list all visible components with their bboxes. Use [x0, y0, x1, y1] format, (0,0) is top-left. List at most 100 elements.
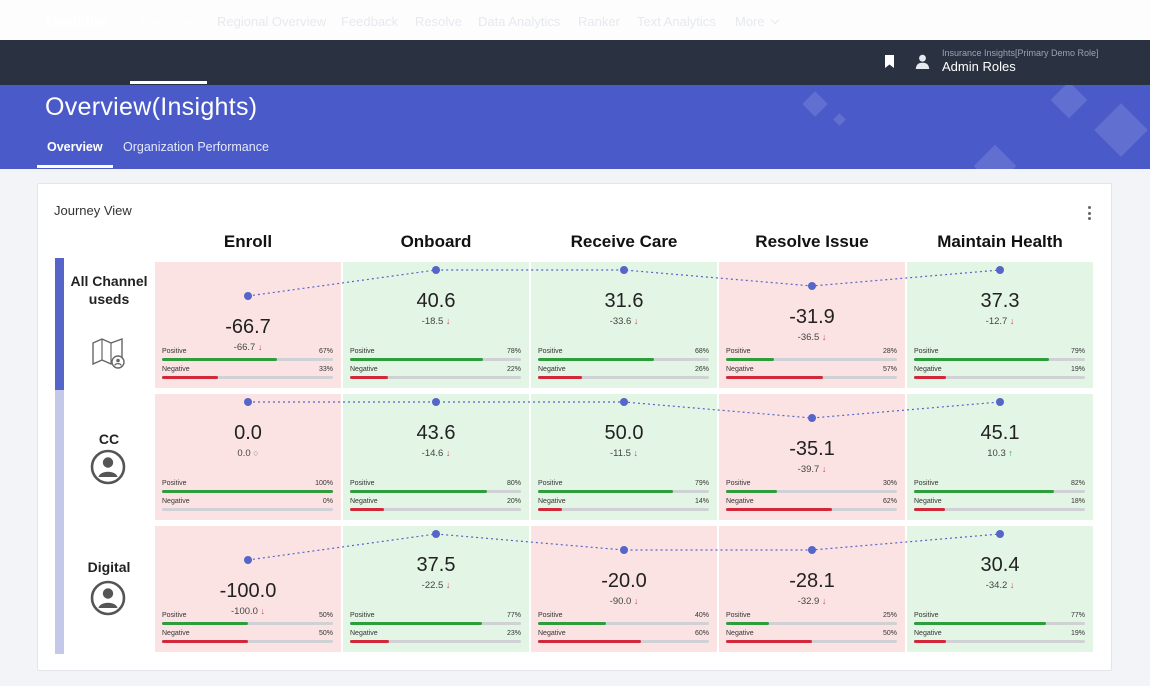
tab-overview[interactable]: Overview: [47, 140, 103, 154]
negative-bar-fill: [726, 640, 812, 643]
negative-label: Negative: [350, 630, 378, 637]
positive-bar-track: [538, 490, 709, 493]
delta-value: -66.7: [233, 342, 256, 353]
positive-bar-fill: [538, 622, 606, 625]
positive-label: Positive: [350, 612, 375, 619]
cell-score: -100.0: [219, 580, 277, 602]
nav-item-feedback[interactable]: Feedback: [341, 14, 399, 29]
window-top-area: [0, 0, 1150, 40]
cell-delta: -11.5 ↓: [531, 448, 717, 459]
journey-cell[interactable]: -31.9 -36.5 ↓ Positive 28% Negative 57%: [719, 262, 905, 388]
bookmark-icon[interactable]: [885, 55, 894, 68]
negative-percent: 19%: [1070, 630, 1085, 637]
negative-bar-track: [350, 376, 521, 379]
role-context[interactable]: Insurance Insights[Primary Demo Role]: [942, 48, 1099, 58]
decor-diamond: [833, 113, 846, 126]
negative-bar-fill: [914, 640, 946, 643]
role-name[interactable]: Admin Roles: [942, 59, 1016, 74]
cell-delta: -39.7 ↓: [719, 464, 905, 475]
arrow-up-icon: ↑: [1005, 448, 1013, 458]
negative-label: Negative: [162, 498, 190, 505]
positive-percent: 82%: [1070, 480, 1085, 487]
arrow-down-icon: ↓: [819, 596, 827, 606]
arrow-down-icon: ↓: [443, 580, 451, 590]
negative-bar-fill: [726, 376, 823, 379]
tab-organization-performance[interactable]: Organization Performance: [123, 140, 269, 154]
nav-item-regional-overview[interactable]: Regional Overview: [217, 14, 327, 29]
cell-delta: -18.5 ↓: [343, 316, 529, 327]
positive-label: Positive: [162, 612, 187, 619]
journey-cell[interactable]: 37.3 -12.7 ↓ Positive 79% Negative 19%: [907, 262, 1093, 388]
cell-delta: -32.9 ↓: [719, 596, 905, 607]
journey-cell[interactable]: -28.1 -32.9 ↓ Positive 25% Negative 50%: [719, 526, 905, 652]
journey-cell[interactable]: 40.6 -18.5 ↓ Positive 78% Negative 22%: [343, 262, 529, 388]
positive-bar-fill: [914, 490, 1054, 493]
nav-item-overview[interactable]: Overview: [140, 14, 195, 29]
journey-cell[interactable]: 50.0 -11.5 ↓ Positive 79% Negative 14%: [531, 394, 717, 520]
nav-item-resolve[interactable]: Resolve: [415, 14, 462, 29]
journey-cell[interactable]: -35.1 -39.7 ↓ Positive 30% Negative 62%: [719, 394, 905, 520]
cell-score: -31.9: [789, 306, 835, 328]
negative-percent: 50%: [318, 630, 333, 637]
journey-cell[interactable]: -100.0 -100.0 ↓ Positive 50% Negative 50%: [155, 526, 341, 652]
positive-label: Positive: [350, 348, 375, 355]
cell-delta: -33.6 ↓: [531, 316, 717, 327]
nav-item-more[interactable]: More: [735, 0, 779, 45]
cell-delta: -36.5 ↓: [719, 332, 905, 343]
journey-cell[interactable]: 45.1 10.3 ↑ Positive 82% Negative 18%: [907, 394, 1093, 520]
delta-value: -12.7: [985, 316, 1008, 327]
column-header: Receive Care: [570, 232, 678, 251]
positive-bar-track: [914, 622, 1085, 625]
positive-bar-fill: [162, 622, 248, 625]
negative-bar-track: [538, 376, 709, 379]
positive-label: Positive: [538, 348, 563, 355]
positive-bar-track: [162, 622, 333, 625]
cell-score: -66.7: [225, 316, 271, 338]
negative-percent: 20%: [506, 498, 521, 505]
positive-bar-track: [914, 490, 1085, 493]
map-user-icon: [92, 338, 125, 369]
negative-bar-track: [162, 508, 333, 511]
positive-percent: 67%: [318, 348, 333, 355]
cell-delta: -66.7 ↓: [155, 342, 341, 353]
negative-label: Negative: [726, 498, 754, 505]
journey-cell[interactable]: 30.4 -34.2 ↓ Positive 77% Negative 19%: [907, 526, 1093, 652]
negative-bar-fill: [726, 508, 832, 511]
journey-cell[interactable]: 31.6 -33.6 ↓ Positive 68% Negative 26%: [531, 262, 717, 388]
journey-cell[interactable]: 37.5 -22.5 ↓ Positive 77% Negative 23%: [343, 526, 529, 652]
negative-percent: 18%: [1070, 498, 1085, 505]
positive-bar-fill: [914, 622, 1046, 625]
positive-bar-track: [914, 358, 1085, 361]
journey-cell[interactable]: 0.0 0.0 ○ Positive 100% Negative 0%: [155, 394, 341, 520]
column-header: Resolve Issue: [755, 232, 869, 251]
positive-bar-fill: [350, 358, 483, 361]
negative-bar-track: [914, 640, 1085, 643]
negative-bar-track: [162, 376, 333, 379]
journey-cell[interactable]: -66.7 -66.7 ↓ Positive 67% Negative 33%: [155, 262, 341, 388]
delta-value: -22.5: [421, 580, 444, 591]
negative-label: Negative: [726, 630, 754, 637]
delta-value: -39.7: [797, 464, 820, 475]
nav-item-text-analytics[interactable]: Text Analytics: [637, 14, 716, 29]
more-options-icon[interactable]: [1087, 206, 1093, 222]
positive-percent: 78%: [506, 348, 521, 355]
arrow-down-icon: ↓: [255, 342, 263, 352]
cell-score: -35.1: [789, 438, 835, 460]
user-icon[interactable]: [915, 54, 930, 69]
journey-cell[interactable]: 43.6 -14.6 ↓ Positive 80% Negative 20%: [343, 394, 529, 520]
cell-score: 0.0: [234, 422, 262, 444]
negative-bar-track: [726, 508, 897, 511]
positive-percent: 25%: [882, 612, 897, 619]
cell-score: 50.0: [604, 422, 644, 444]
brand-logo[interactable]: Medallia: [46, 14, 107, 31]
positive-bar-fill: [914, 358, 1049, 361]
cell-delta: 10.3 ↑: [907, 448, 1093, 459]
negative-label: Negative: [726, 366, 754, 373]
row-label: Digital: [87, 559, 131, 575]
delta-value: -100.0: [231, 606, 258, 617]
nav-item-ranker[interactable]: Ranker: [578, 14, 620, 29]
positive-percent: 40%: [694, 612, 709, 619]
nav-item-data-analytics[interactable]: Data Analytics: [478, 14, 561, 29]
journey-cell[interactable]: -20.0 -90.0 ↓ Positive 40% Negative 60%: [531, 526, 717, 652]
negative-label: Negative: [350, 366, 378, 373]
